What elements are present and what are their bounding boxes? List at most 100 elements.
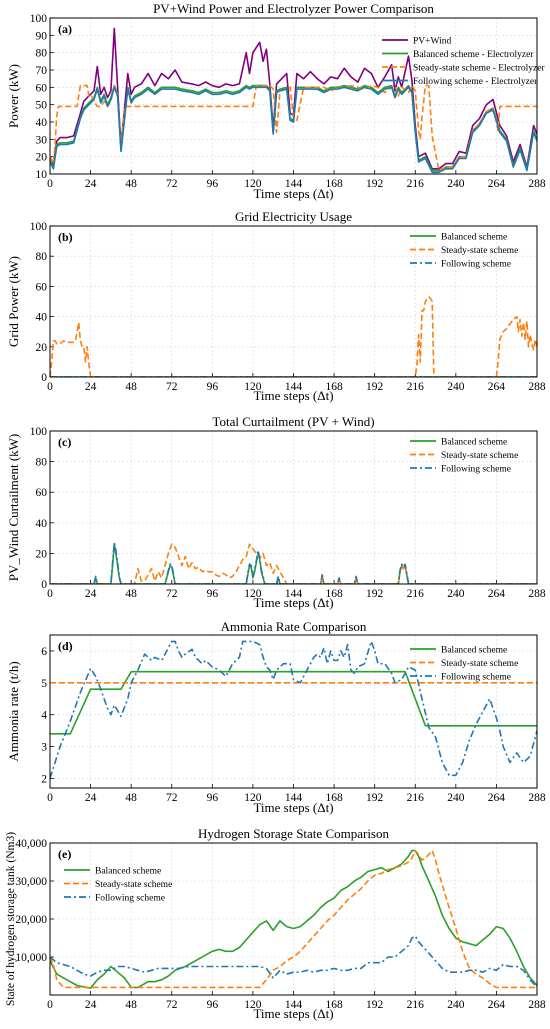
x-tick-label: 96 [207,588,219,600]
y-tick-label: 20 [36,548,48,560]
y-tick-label: 80 [36,251,48,263]
y-tick-label: 70 [36,65,48,77]
x-tick-label: 264 [488,588,506,600]
x-tick-label: 168 [325,381,343,393]
y-tick-label: 30 [36,134,48,146]
legend-label: Balanced scheme [441,646,507,656]
panel-title: PV+Wind Power and Electrolyzer Power Com… [153,1,434,16]
x-tick-label: 0 [47,792,53,804]
y-tick-label: 3 [41,742,47,754]
x-tick-label: 120 [244,381,262,393]
panel-e: Hydrogen Storage State Comparison 0 24 48 72… [5,826,546,1021]
x-tick-label: 288 [528,999,546,1011]
y-tick-label: 30,000 [15,876,47,888]
y-tick-label: 60 [36,281,48,293]
y-tick-label: 90 [36,30,48,42]
x-axis-label: Time steps (Δt) [253,186,333,201]
y-tick-label: 40,000 [15,838,47,850]
legend-label: PV+Wind [413,37,451,47]
y-tick-label: 50 [36,100,48,112]
legend-label: Balanced scheme [441,233,507,243]
panel-b: Grid Electricity Usage 0 24 48 72 96 120 144 168… [6,209,546,403]
y-tick-label: 10 [36,169,48,181]
y-axis-label: Power (kW) [6,64,21,128]
y-tick-label: 0 [41,579,47,591]
y-tick-label: 40 [36,518,48,530]
legend-label: Steady-state scheme [441,246,518,256]
x-tick-label: 216 [407,178,425,190]
x-tick-label: 48 [125,999,137,1011]
x-tick-label: 120 [244,178,262,190]
x-axis-label: Time steps (Δt) [253,800,333,815]
series-line-0 [50,849,537,990]
y-tick-label: 10,000 [15,952,47,964]
x-tick-label: 24 [85,588,97,600]
x-tick-label: 288 [528,588,546,600]
series-line-3 [50,86,537,174]
y-tick-label: 100 [30,13,48,25]
series-line-2 [50,84,537,172]
panel-a: PV+Wind Power and Electrolyzer Power Com… [6,1,546,201]
y-tick-label: 100 [30,221,48,233]
x-tick-label: 288 [528,178,546,190]
legend-label: Balanced scheme - Electrolyzer [413,50,534,60]
series-line-1 [50,296,537,377]
x-tick-label: 24 [85,999,97,1011]
y-tick-label: 5 [41,678,47,690]
y-axis-label: Grid Power (kW) [6,256,21,347]
x-tick-label: 24 [85,381,97,393]
plot-frame [49,842,538,996]
series-line-1 [50,849,537,989]
x-tick-label: 72 [166,999,178,1011]
x-tick-label: 192 [366,381,384,393]
x-tick-label: 48 [125,588,137,600]
x-tick-label: 48 [125,178,137,190]
plot-frame [49,17,538,175]
x-axis-label: Time steps (Δt) [253,1006,333,1021]
x-tick-label: 168 [325,792,343,804]
x-tick-label: 48 [125,792,137,804]
y-tick-label: 20 [36,342,48,354]
y-tick-label: 6 [41,646,47,658]
legend-label: Steady-state scheme [95,880,172,890]
x-tick-label: 168 [325,588,343,600]
x-tick-label: 0 [47,999,53,1011]
x-tick-label: 264 [488,999,506,1011]
x-tick-label: 72 [166,588,178,600]
x-tick-label: 192 [366,999,384,1011]
x-tick-label: 24 [85,178,97,190]
series-line-2 [50,541,537,584]
x-tick-label: 120 [244,588,262,600]
x-tick-label: 192 [366,178,384,190]
series-group [50,640,537,779]
y-tick-label: 4 [41,710,47,722]
x-tick-label: 168 [325,178,343,190]
legend-label: Steady-state scheme [441,451,518,461]
legend-label: Following scheme [95,894,165,904]
legend-label: Following scheme [441,465,511,475]
x-axis-label: Time steps (Δt) [253,595,333,610]
x-tick-label: 96 [207,178,219,190]
x-tick-label: 24 [85,792,97,804]
y-tick-label: 40 [36,312,48,324]
x-tick-label: 120 [244,792,262,804]
x-tick-label: 264 [488,792,506,804]
y-tick-label: 60 [36,82,48,94]
legend-label: Following scheme [441,673,511,683]
series-group [50,296,537,377]
y-tick-label: 20 [36,152,48,164]
series-group [50,849,537,990]
x-tick-label: 288 [528,381,546,393]
y-tick-label: 100 [30,426,48,438]
legend-label: Following scheme [441,260,511,270]
y-tick-label: 60 [36,487,48,499]
x-tick-label: 192 [366,792,384,804]
legend-label: Steady-state scheme - Electrolyzer [413,64,545,74]
x-tick-label: 72 [166,381,178,393]
x-tick-label: 144 [285,381,303,393]
x-tick-label: 216 [407,999,425,1011]
series-line-0 [50,670,537,735]
panel-label: (e) [58,847,71,861]
